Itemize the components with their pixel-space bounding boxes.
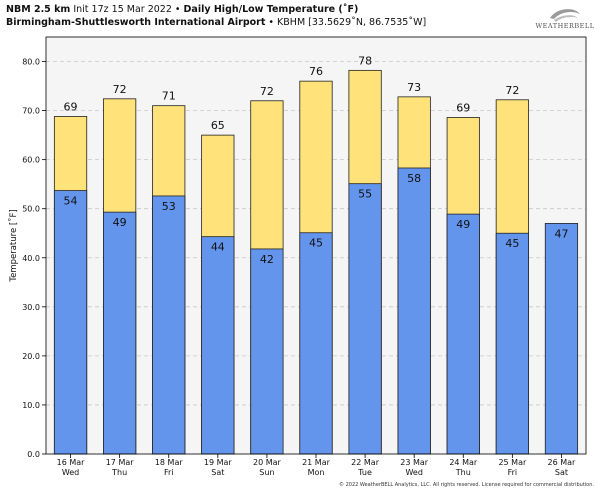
low-value-label: 49	[456, 218, 470, 231]
logo-text: WEATHERBELL	[535, 22, 595, 30]
low-value-label: 45	[309, 237, 323, 250]
x-tick-date: 20 Mar	[253, 458, 282, 467]
y-tick-label: 10.0	[22, 401, 40, 410]
x-tick-date: 19 Mar	[204, 458, 233, 467]
low-value-label: 45	[505, 237, 519, 250]
low-value-label: 47	[554, 227, 568, 240]
low-bar	[446, 213, 480, 455]
x-tick-weekday: Wed	[62, 468, 79, 477]
high-value-label: 72	[505, 84, 519, 97]
swirl-icon	[550, 9, 580, 22]
x-tick-weekday: Thu	[455, 468, 471, 477]
low-bar	[103, 211, 137, 455]
x-tick-weekday: Wed	[405, 468, 422, 477]
x-tick-weekday: Mon	[308, 468, 325, 477]
high-value-label: 78	[358, 54, 372, 67]
high-value-label: 69	[64, 100, 78, 113]
y-tick-label: 30.0	[22, 303, 40, 312]
high-value-label: 72	[260, 85, 274, 98]
low-value-label: 58	[407, 172, 421, 185]
y-tick-label: 40.0	[22, 254, 40, 263]
station-name: Birmingham-Shuttlesworth International A…	[6, 17, 266, 28]
x-tick-date: 25 Mar	[498, 458, 527, 467]
x-tick-weekday: Fri	[508, 468, 518, 477]
x-tick-date: 26 Mar	[548, 458, 577, 467]
high-value-label: 71	[162, 90, 176, 103]
y-tick-label: 60.0	[22, 156, 40, 165]
x-tick-date: 17 Mar	[106, 458, 135, 467]
high-value-label: 72	[113, 83, 127, 96]
high-value-label: 69	[456, 101, 470, 114]
weatherbell-logo: WEATHERBELL	[534, 4, 596, 36]
y-tick-label: 70.0	[22, 107, 40, 116]
low-value-label: 55	[358, 188, 372, 201]
model-name: NBM 2.5 km	[6, 4, 71, 15]
copyright-notice: © 2022 WeatherBELL Analytics, LLC. All r…	[339, 482, 594, 488]
high-value-label: 73	[407, 81, 421, 94]
low-bar	[495, 232, 529, 455]
x-tick-date: 18 Mar	[155, 458, 184, 467]
y-tick-label: 80.0	[22, 58, 40, 67]
station-coords: KBHM [33.5629˚N, 86.7535˚W]	[277, 17, 427, 28]
x-tick-date: 22 Mar	[351, 458, 380, 467]
low-bar	[544, 223, 579, 455]
low-bar	[201, 236, 235, 455]
x-tick-weekday: Fri	[164, 468, 174, 477]
chart-header-line2: Birmingham-Shuttlesworth International A…	[6, 17, 426, 28]
init-time: Init 17z 15 Mar 2022	[73, 4, 172, 15]
separator: •	[268, 17, 275, 28]
plot-frame	[45, 36, 587, 455]
y-tick-label: 50.0	[22, 205, 40, 214]
separator: •	[174, 4, 181, 15]
x-tick-date: 24 Mar	[449, 458, 478, 467]
high-value-label: 76	[309, 65, 323, 78]
x-tick-weekday: Thu	[111, 468, 127, 477]
y-tick-label: 0.0	[27, 450, 40, 459]
y-tick-label: 20.0	[22, 352, 40, 361]
x-tick-weekday: Sat	[211, 468, 224, 477]
low-bar	[152, 195, 186, 455]
y-axis-label: Temperature [˚F]	[8, 209, 19, 282]
low-value-label: 53	[162, 200, 176, 213]
low-value-label: 49	[113, 216, 127, 229]
x-tick-weekday: Tue	[357, 468, 372, 477]
x-tick-date: 23 Mar	[400, 458, 429, 467]
x-tick-date: 21 Mar	[302, 458, 331, 467]
low-bar	[397, 167, 431, 455]
low-value-label: 44	[211, 241, 225, 254]
low-bar	[53, 190, 88, 455]
low-bar	[348, 183, 382, 455]
chart-header-line1: NBM 2.5 km Init 17z 15 Mar 2022 • Daily …	[6, 4, 358, 15]
x-tick-date: 16 Mar	[57, 458, 86, 467]
low-value-label: 54	[64, 195, 78, 208]
high-value-label: 65	[211, 119, 225, 132]
low-bar	[250, 248, 284, 455]
low-value-label: 42	[260, 253, 274, 266]
product-name: Daily High/Low Temperature (˚F)	[183, 4, 359, 15]
x-tick-weekday: Sat	[555, 468, 568, 477]
x-tick-weekday: Sun	[259, 468, 274, 477]
low-bar	[299, 232, 333, 455]
